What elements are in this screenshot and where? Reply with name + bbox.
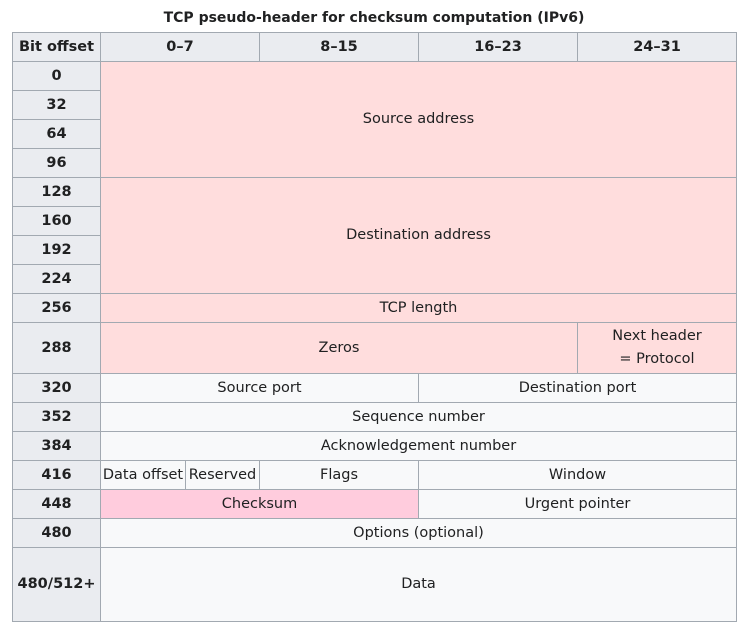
table-row: 32: [12, 90, 737, 120]
window-field: Window: [418, 460, 737, 490]
offset-cell: 192: [12, 235, 101, 265]
offset-cell: 288: [12, 322, 101, 374]
table-row: 352 Sequence number: [12, 402, 737, 432]
flags-field: Flags: [259, 460, 419, 490]
header-bits-8-15: 8–15: [259, 32, 419, 62]
table-row: 224: [12, 264, 737, 294]
table-caption: TCP pseudo-header for checksum computati…: [163, 10, 585, 26]
table-row: 384 Acknowledgement number: [12, 431, 737, 461]
offset-cell: 480/512+: [12, 547, 101, 622]
offset-cell: 96: [12, 148, 101, 178]
reserved-field: Reserved: [185, 460, 260, 490]
destination-port-field: Destination port: [418, 373, 737, 403]
offset-cell: 448: [12, 489, 101, 519]
offset-cell: 320: [12, 373, 101, 403]
checksum-field: Checksum: [100, 489, 419, 519]
table-row: 192: [12, 235, 737, 265]
sequence-number-field: Sequence number: [100, 402, 737, 432]
table-row: 480/512+ Data: [12, 547, 737, 622]
table-row: 448 Checksum Urgent pointer: [12, 489, 737, 519]
offset-cell: 384: [12, 431, 101, 461]
source-address-field: Source address: [100, 61, 737, 178]
data-field: Data: [100, 547, 737, 622]
header-bits-16-23: 16–23: [418, 32, 578, 62]
header-bits-24-31: 24–31: [577, 32, 737, 62]
offset-cell: 160: [12, 206, 101, 236]
table-row: 288 Zeros Next header = Protocol: [12, 322, 737, 374]
protocol-label: = Protocol: [619, 351, 695, 367]
table-row: 480 Options (optional): [12, 518, 737, 548]
offset-cell: 0: [12, 61, 101, 91]
data-offset-field: Data offset: [100, 460, 186, 490]
next-header-field: Next header = Protocol: [577, 322, 737, 374]
offset-cell: 256: [12, 293, 101, 323]
header-row: Bit offset 0–7 8–15 16–23 24–31: [12, 32, 737, 62]
offset-cell: 416: [12, 460, 101, 490]
offset-cell: 128: [12, 177, 101, 207]
table-row: 0 Source address: [12, 61, 737, 178]
tcp-pseudo-header-table: Bit offset 0–7 8–15 16–23 24–31 0 Source…: [12, 32, 737, 622]
table-row: 128 Destination address: [12, 177, 737, 294]
options-field: Options (optional): [100, 518, 737, 548]
next-header-label: Next header: [612, 328, 702, 344]
tcp-length-field: TCP length: [100, 293, 737, 323]
zeros-field: Zeros: [100, 322, 578, 374]
header-bits-0-7: 0–7: [100, 32, 260, 62]
header-bit-offset: Bit offset: [12, 32, 101, 62]
table-row: 256 TCP length: [12, 293, 737, 323]
acknowledgement-number-field: Acknowledgement number: [100, 431, 737, 461]
table-row: 320 Source port Destination port: [12, 373, 737, 403]
offset-cell: 32: [12, 90, 101, 120]
table-row: 160: [12, 206, 737, 236]
offset-cell: 480: [12, 518, 101, 548]
offset-cell: 224: [12, 264, 101, 294]
urgent-pointer-field: Urgent pointer: [418, 489, 737, 519]
table-row: 416 Data offset Reserved Flags Window: [12, 460, 737, 490]
offset-cell: 352: [12, 402, 101, 432]
offset-cell: 64: [12, 119, 101, 149]
destination-address-field: Destination address: [100, 177, 737, 294]
source-port-field: Source port: [100, 373, 419, 403]
